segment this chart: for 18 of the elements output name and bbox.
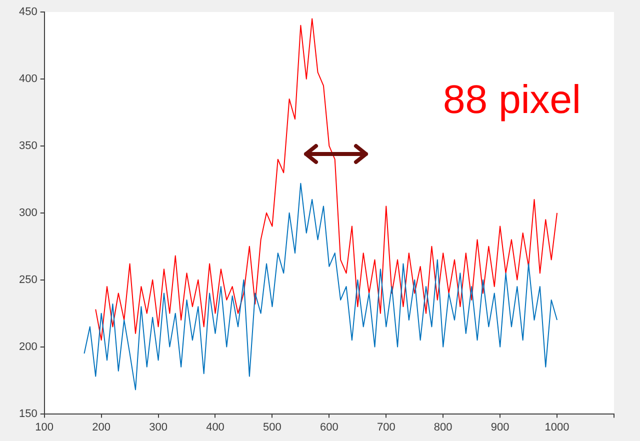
y-tick-label: 150 [18, 408, 38, 420]
x-tick-label: 100 [35, 421, 54, 434]
x-tick-label: 300 [149, 421, 168, 434]
x-tick-label: 800 [434, 421, 452, 434]
y-tick-label: 200 [18, 340, 38, 353]
annotation: 88 pixel [443, 78, 581, 123]
y-tick-label: 250 [18, 274, 38, 286]
x-tick-label: 700 [376, 421, 396, 434]
x-tick-label: 200 [92, 421, 110, 434]
x-tick-label: 900 [490, 421, 510, 434]
y-tick-label: 400 [18, 73, 38, 85]
y-tick-label: 300 [18, 206, 38, 219]
y-tick-label: 350 [18, 140, 38, 152]
x-tick-label: 600 [320, 421, 338, 434]
y-tick-label: 450 [18, 6, 38, 18]
x-tick-label: 500 [263, 421, 282, 434]
x-tick-label: 1000 [544, 421, 570, 434]
x-tick-label: 400 [206, 421, 224, 434]
